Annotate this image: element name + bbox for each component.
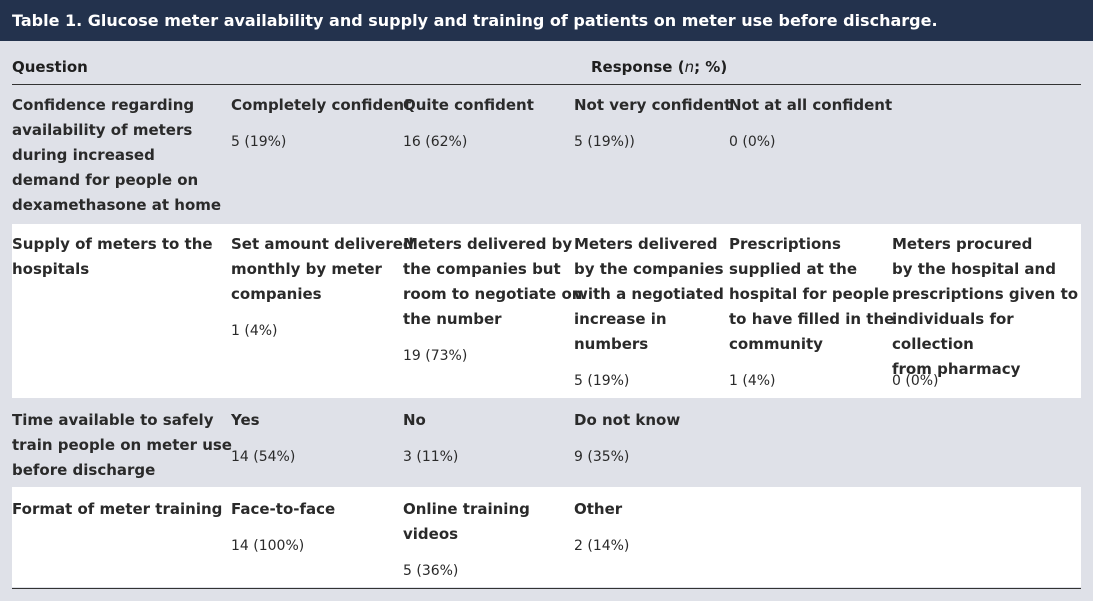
row-question: Format of meter training	[12, 500, 223, 518]
response-label: Meters delivered by the companies but ro…	[403, 235, 583, 328]
response-label: Face-to-face	[231, 500, 336, 518]
response-label: Not very confident	[574, 96, 732, 114]
response-label: No	[403, 411, 426, 429]
response-value: 5 (19%)	[231, 134, 287, 150]
response-value: 5 (19%))	[574, 134, 635, 150]
response-value: 2 (14%)	[574, 538, 630, 554]
row-question: Time available to safely train people on…	[12, 411, 232, 479]
response-value: 1 (4%)	[729, 373, 776, 389]
response-value: 3 (11%)	[403, 449, 459, 465]
response-value: 14 (100%)	[231, 538, 305, 554]
response-value: 0 (0%)	[892, 373, 939, 389]
response-label: Quite confident	[403, 96, 534, 114]
table-title-bar: Table 1. Glucose meter availability and …	[0, 0, 1093, 41]
response-label: Completely confident	[231, 96, 412, 114]
response-label: Do not know	[574, 411, 681, 429]
column-header-response: Response (n; %)	[591, 58, 728, 76]
row-question: Supply of meters to the hospitals	[12, 235, 213, 278]
bottom-rule	[12, 588, 1081, 589]
column-header-question: Question	[12, 58, 88, 76]
response-value: 5 (36%)	[403, 563, 459, 579]
response-value: 19 (73%)	[403, 348, 468, 364]
response-label: Set amount delivered monthly by meter co…	[231, 235, 414, 303]
response-value: 9 (35%)	[574, 449, 630, 465]
response-label: Yes	[231, 411, 260, 429]
response-value: 14 (54%)	[231, 449, 296, 465]
response-value: 5 (19%)	[574, 373, 630, 389]
response-value: 0 (0%)	[729, 134, 776, 150]
row-band-format	[12, 487, 1081, 587]
response-label: Other	[574, 500, 623, 518]
response-label: Meters delivered by the companies with a…	[574, 235, 724, 353]
response-value: 16 (62%)	[403, 134, 468, 150]
response-label: Not at all confident	[729, 96, 893, 114]
row-question: Confidence regarding availability of met…	[12, 96, 222, 214]
table-title: Table 1. Glucose meter availability and …	[12, 11, 938, 30]
response-label: Online training videos	[403, 500, 530, 543]
response-value: 1 (4%)	[231, 323, 278, 339]
row-band-supply	[12, 224, 1081, 398]
response-label: Prescriptions supplied at the hospital f…	[729, 235, 895, 353]
response-label: Meters procured by the hospital and pres…	[892, 235, 1079, 378]
header-rule	[12, 84, 1081, 85]
